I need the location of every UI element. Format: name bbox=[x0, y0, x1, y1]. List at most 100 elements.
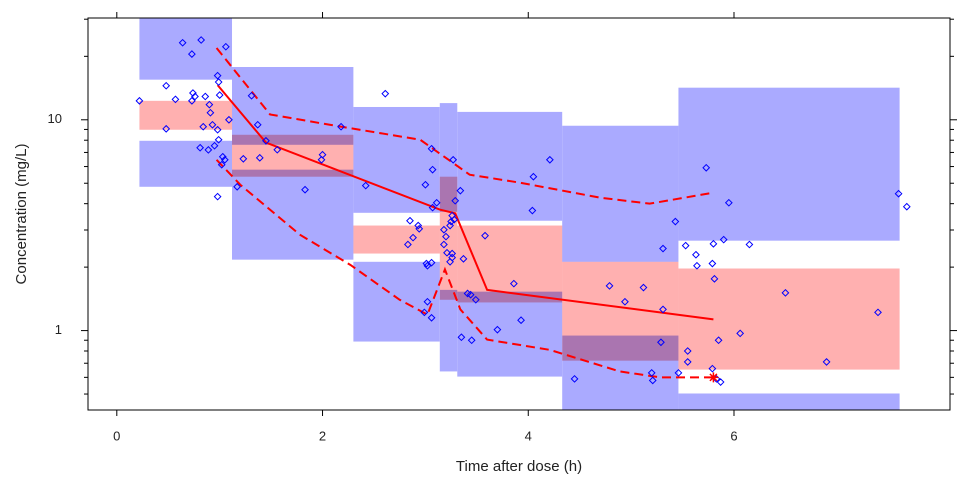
observation bbox=[446, 221, 454, 230]
observation bbox=[262, 136, 270, 145]
observation bbox=[657, 338, 665, 347]
observation bbox=[218, 152, 227, 161]
observation bbox=[427, 313, 436, 322]
observation bbox=[213, 192, 222, 201]
observation bbox=[517, 316, 525, 325]
observation bbox=[187, 96, 196, 105]
pi-band-median bbox=[232, 134, 354, 177]
observation bbox=[381, 89, 390, 98]
observation bbox=[423, 261, 432, 270]
observation bbox=[708, 259, 717, 268]
observation bbox=[671, 217, 680, 226]
pi-band-lower bbox=[678, 393, 900, 410]
observation bbox=[191, 92, 199, 101]
observation bbox=[902, 202, 911, 211]
pi-band-upper bbox=[457, 111, 563, 221]
observation bbox=[702, 163, 711, 172]
plot-area bbox=[135, 18, 911, 410]
x-tick-label: 4 bbox=[525, 428, 532, 443]
pi-band-upper bbox=[678, 87, 900, 241]
observation bbox=[471, 295, 480, 304]
y-tick-label: 1 bbox=[55, 322, 62, 337]
observation bbox=[189, 89, 197, 97]
observation bbox=[428, 203, 437, 212]
observation bbox=[432, 198, 441, 207]
y-tick-label: 10 bbox=[48, 111, 62, 126]
observation bbox=[449, 155, 458, 164]
flag-marker bbox=[708, 372, 719, 383]
observation bbox=[681, 241, 690, 250]
observation bbox=[361, 181, 370, 190]
y-axis-title: Concentration (mg/L) bbox=[13, 144, 30, 285]
pi-band-median bbox=[678, 268, 900, 370]
observation bbox=[457, 333, 466, 342]
observation bbox=[255, 153, 264, 162]
x-axis-title: Time after dose (h) bbox=[456, 458, 582, 475]
observation bbox=[683, 358, 692, 366]
observation bbox=[213, 125, 222, 134]
observation bbox=[171, 95, 180, 104]
observation bbox=[714, 336, 723, 345]
observation bbox=[466, 290, 475, 299]
observation bbox=[233, 182, 242, 191]
observation bbox=[639, 283, 648, 292]
observation bbox=[443, 248, 451, 257]
observation bbox=[451, 196, 460, 205]
observation bbox=[225, 115, 233, 124]
pi-band-lower bbox=[457, 291, 563, 377]
median-line bbox=[216, 84, 714, 321]
observation bbox=[719, 235, 728, 244]
observation bbox=[178, 38, 187, 47]
observation bbox=[427, 258, 436, 267]
observation bbox=[253, 120, 262, 129]
plot-frame bbox=[87, 17, 951, 411]
observation bbox=[894, 189, 903, 198]
observation bbox=[135, 96, 144, 105]
pi-band-lower bbox=[353, 261, 440, 342]
observation bbox=[440, 240, 448, 249]
observation bbox=[442, 232, 450, 241]
observation bbox=[197, 36, 206, 44]
observation bbox=[450, 215, 459, 224]
percentile-line-dashed bbox=[215, 47, 714, 205]
observation bbox=[605, 281, 614, 290]
observation bbox=[217, 160, 226, 169]
x-tick-label: 0 bbox=[113, 428, 120, 443]
observation bbox=[448, 249, 457, 258]
observation bbox=[221, 42, 230, 51]
observation bbox=[213, 71, 222, 80]
observation bbox=[421, 180, 430, 189]
observation bbox=[214, 78, 223, 86]
observation bbox=[406, 216, 414, 225]
observation bbox=[204, 145, 213, 154]
observation bbox=[459, 254, 468, 263]
observation bbox=[710, 274, 719, 283]
pi-band-lower bbox=[439, 289, 458, 372]
observation bbox=[716, 378, 725, 386]
observation bbox=[239, 154, 248, 163]
pi-band-upper bbox=[139, 18, 233, 80]
x-tick-label: 6 bbox=[730, 428, 737, 443]
pi-band-median bbox=[139, 100, 233, 130]
observation bbox=[187, 50, 196, 58]
observation bbox=[709, 239, 718, 248]
observation bbox=[247, 91, 256, 100]
observation bbox=[683, 347, 692, 355]
x-tick-label: 2 bbox=[319, 428, 326, 443]
observation bbox=[199, 122, 208, 131]
observation bbox=[481, 231, 489, 240]
observation bbox=[509, 279, 518, 288]
observation bbox=[874, 308, 882, 317]
observation bbox=[692, 250, 700, 259]
observation bbox=[428, 165, 437, 174]
observation bbox=[822, 358, 831, 366]
observation bbox=[570, 374, 579, 383]
pi-band-upper bbox=[353, 106, 440, 213]
observation bbox=[708, 364, 717, 373]
observation bbox=[781, 288, 790, 297]
observation bbox=[724, 198, 733, 207]
observation bbox=[447, 217, 456, 226]
observation bbox=[403, 240, 412, 249]
